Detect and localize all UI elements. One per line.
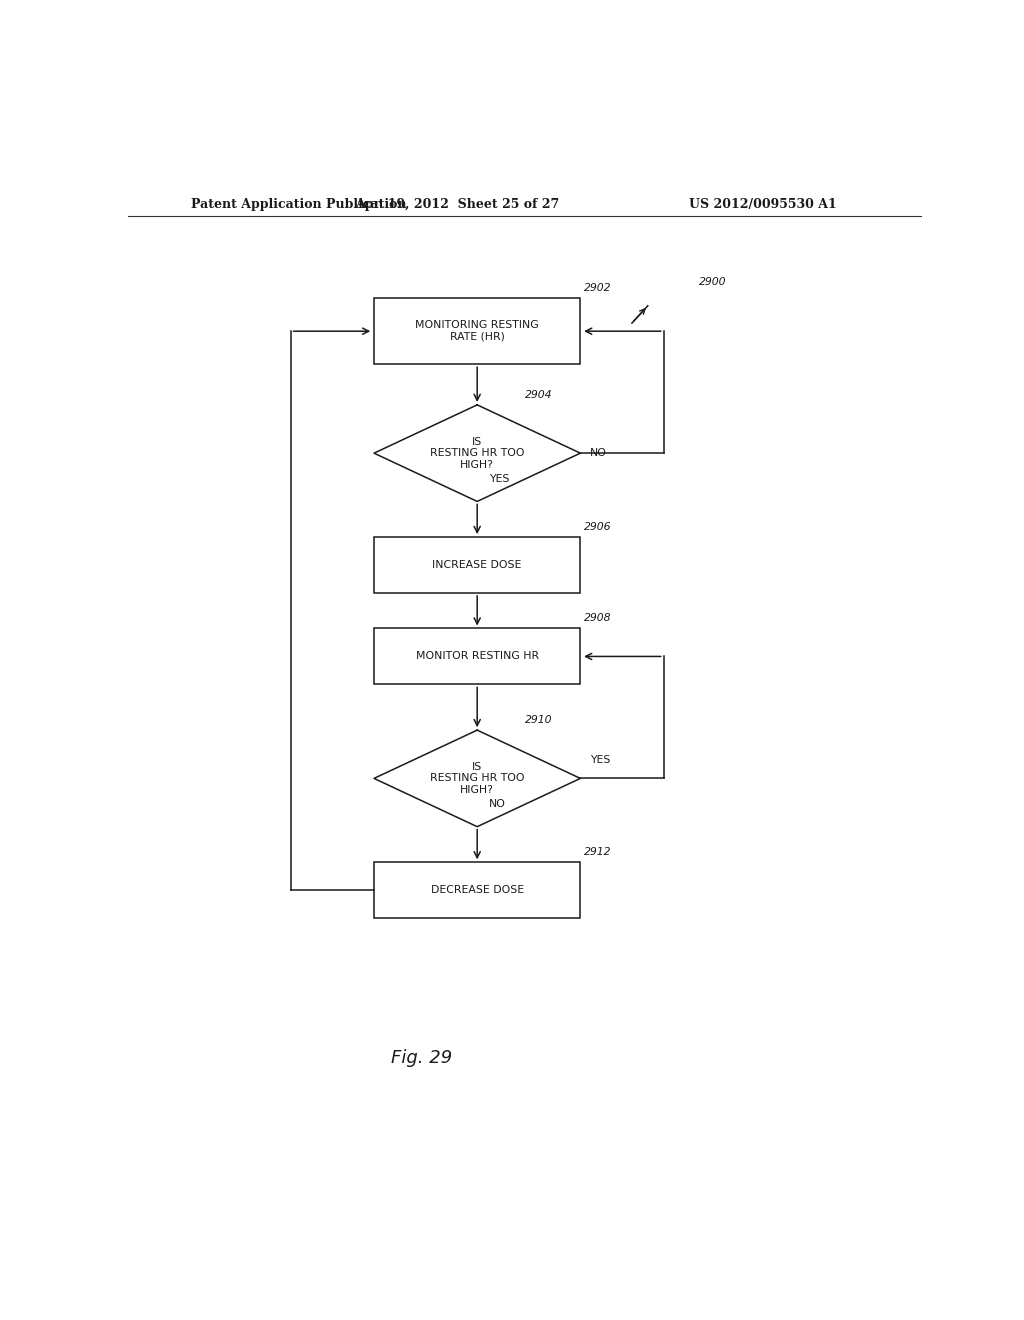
Bar (374, 862, 581, 919)
Text: INCREASE DOSE: INCREASE DOSE (432, 560, 522, 570)
Text: YES: YES (590, 755, 610, 766)
Text: Patent Application Publication: Patent Application Publication (191, 198, 407, 211)
Text: NO: NO (489, 800, 506, 809)
Text: IS
RESTING HR TOO
HIGH?: IS RESTING HR TOO HIGH? (430, 437, 524, 470)
Text: US 2012/0095530 A1: US 2012/0095530 A1 (689, 198, 837, 211)
Text: Apr. 19, 2012  Sheet 25 of 27: Apr. 19, 2012 Sheet 25 of 27 (355, 198, 559, 211)
Text: MONITOR RESTING HR: MONITOR RESTING HR (416, 652, 539, 661)
Text: NO: NO (590, 449, 607, 458)
Text: IS
RESTING HR TOO
HIGH?: IS RESTING HR TOO HIGH? (430, 762, 524, 795)
Text: 2902: 2902 (585, 282, 611, 293)
Text: Fig. 29: Fig. 29 (391, 1049, 453, 1067)
Text: MONITORING RESTING
RATE (HR): MONITORING RESTING RATE (HR) (416, 321, 539, 342)
Bar (374, 298, 581, 364)
Text: DECREASE DOSE: DECREASE DOSE (431, 886, 523, 895)
Text: 2904: 2904 (524, 389, 552, 400)
Bar (374, 628, 581, 684)
Text: 2908: 2908 (585, 614, 611, 623)
Text: 2900: 2900 (699, 277, 727, 288)
Text: 2912: 2912 (585, 847, 611, 857)
Text: YES: YES (489, 474, 510, 484)
Bar (374, 537, 581, 593)
Text: 2910: 2910 (524, 715, 552, 725)
Text: 2906: 2906 (585, 521, 611, 532)
